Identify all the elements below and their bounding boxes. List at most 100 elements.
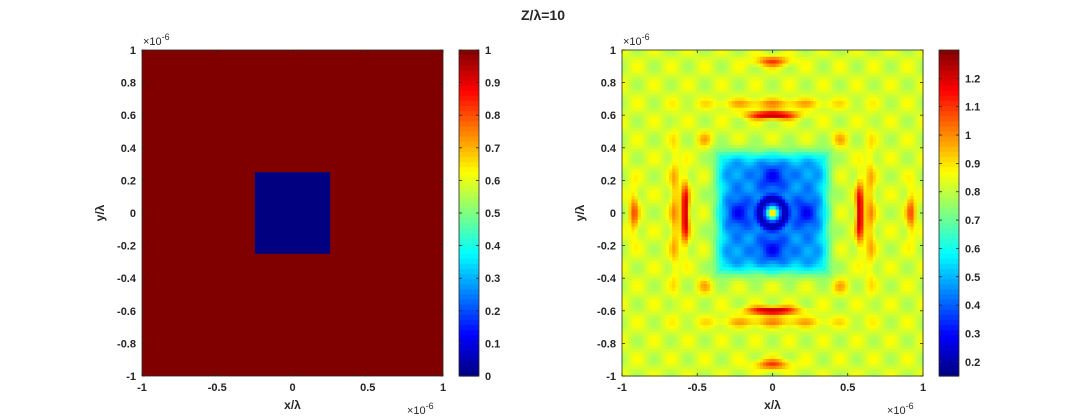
heatmap-cell [857,199,861,204]
heatmap-cell [628,219,633,224]
heatmap-cell [813,128,817,133]
heatmap-cell [866,206,871,211]
heatmap-cell [910,168,915,173]
heatmap-cell [637,104,642,109]
heatmap-cell [753,121,758,126]
heatmap-cell [816,56,821,61]
heatmap-cell [643,50,648,54]
heatmap-cell [684,151,689,156]
heatmap-cell [785,53,789,58]
heatmap-cell [897,182,902,187]
heatmap-cell [706,100,711,105]
heatmap-cell [919,158,924,163]
heatmap-cell [725,90,730,95]
heatmap-cell [772,97,777,102]
heatmap-cell [919,196,924,201]
heatmap-cell [860,56,865,61]
heatmap-cell [653,165,658,170]
heatmap-cell [816,121,821,126]
heatmap-cell [775,158,780,163]
heatmap-cell [913,138,918,143]
heatmap-cell [832,189,836,194]
heatmap-cell [800,158,805,163]
heatmap-cell [656,162,661,167]
heatmap-cell [822,77,827,82]
heatmap-cell [907,94,912,99]
heatmap-cell [665,206,670,211]
heatmap-cell [797,87,802,92]
heatmap-cell [769,175,774,180]
heatmap-cell [750,97,755,102]
heatmap-cell [744,131,749,136]
heatmap-cell [816,175,821,180]
heatmap-cell [806,158,811,163]
heatmap-cell [785,80,789,85]
heatmap-cell [741,70,745,75]
heatmap-cell [781,158,786,163]
heatmap-cell [675,131,680,136]
heatmap-cell [628,107,633,112]
heatmap-cell [647,219,651,224]
heatmap-cell [775,124,780,129]
heatmap-cell [797,121,802,126]
heatmap-cell [656,83,661,88]
heatmap-cell [854,117,858,122]
heatmap-cell [712,70,717,75]
heatmap-cell [904,202,908,207]
heatmap-cell [716,117,720,122]
heatmap-cell [891,202,896,207]
heatmap-cell [797,80,802,85]
heatmap-cell [703,148,708,153]
heatmap-cell [700,124,705,129]
heatmap-cell [844,148,849,153]
heatmap-cell [866,124,871,129]
heatmap-cell [778,111,783,116]
heatmap-cell [738,158,742,163]
heatmap-cell [640,172,645,177]
heatmap-cell [916,182,921,187]
heatmap-cell [885,124,890,129]
heatmap-cell [731,189,736,194]
heatmap-cell [894,90,899,95]
heatmap-cell [747,216,752,221]
heatmap-cell [785,63,789,68]
heatmap-cell [813,165,817,170]
heatmap-cell [665,114,670,119]
heatmap-cell [857,70,861,75]
heatmap-cell [879,73,883,78]
heatmap-cell [694,162,698,167]
heatmap-cell [753,111,758,116]
heatmap-cell [769,134,774,139]
heatmap-cell [891,192,896,197]
heatmap-cell [781,128,786,133]
heatmap-cell [656,104,661,109]
heatmap-cell [869,168,874,173]
heatmap-cell [669,179,673,184]
heatmap-cell [835,128,839,133]
heatmap-cell [813,107,817,112]
heatmap-cell [653,185,658,190]
heatmap-cell [913,202,918,207]
heatmap-cell [907,138,912,143]
heatmap-cell [822,83,827,88]
heatmap-cell [631,145,636,150]
heatmap-cell [712,131,717,136]
heatmap-cell [803,94,808,99]
heatmap-cell [681,172,686,177]
heatmap-cell [828,185,833,190]
heatmap-cell [684,90,689,95]
heatmap-cell [759,206,764,211]
heatmap-cell [656,175,661,180]
heatmap-cell [625,199,629,204]
heatmap-cell [885,87,890,92]
heatmap-cell [725,138,730,143]
heatmap-cell [869,114,874,119]
heatmap-cell [885,90,890,95]
colorbar-tick-label: 0.8 [485,110,500,122]
heatmap-cell [803,189,808,194]
heatmap-cell [910,165,915,170]
heatmap-cell [819,189,824,194]
heatmap-cell [813,104,817,109]
heatmap-cell [712,219,717,224]
heatmap-cell [854,87,858,92]
